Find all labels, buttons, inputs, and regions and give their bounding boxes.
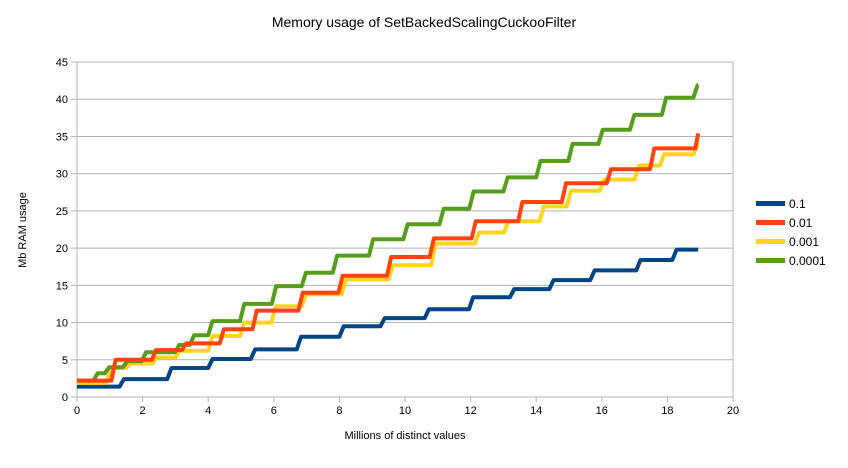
- legend-swatch-0.01: [756, 220, 785, 225]
- legend-item-0.001: 0.001: [756, 232, 826, 251]
- y-tick-label: 30: [56, 169, 68, 181]
- legend-swatch-0.0001: [756, 258, 785, 263]
- x-tick-label: 12: [464, 405, 476, 417]
- x-tick-label: 2: [140, 405, 146, 417]
- y-tick-label: 35: [56, 131, 68, 143]
- y-tick-label: 20: [56, 243, 68, 255]
- x-tick-label: 8: [336, 405, 342, 417]
- y-tick-label: 5: [62, 355, 68, 367]
- y-tick-label: 25: [56, 206, 68, 218]
- legend-label: 0.0001: [789, 253, 826, 268]
- series-line-0.1: [77, 247, 699, 389]
- y-tick-label: 40: [56, 94, 68, 106]
- series-line-0.01: [77, 133, 701, 383]
- legend-item-0.1: 0.1: [756, 194, 826, 213]
- series-line-0.0001: [77, 83, 700, 383]
- legend-item-0.01: 0.01: [756, 213, 826, 232]
- x-tick-label: 16: [596, 405, 608, 417]
- x-tick-label: 20: [727, 405, 739, 417]
- y-axis-title: Mb RAM usage: [17, 192, 29, 268]
- x-tick-label: 10: [399, 405, 411, 417]
- legend: 0.1 0.01 0.001 0.0001: [756, 194, 826, 270]
- x-tick-label: 4: [205, 405, 211, 417]
- legend-swatch-0.1: [756, 201, 785, 206]
- x-tick-label: 6: [271, 405, 277, 417]
- legend-item-0.0001: 0.0001: [756, 251, 826, 270]
- chart-title: Memory usage of SetBackedScalingCuckooFi…: [271, 14, 577, 30]
- y-tick-label: 15: [56, 280, 68, 292]
- x-tick-label: 14: [530, 405, 542, 417]
- y-tick-label: 45: [56, 57, 68, 69]
- legend-label: 0.01: [789, 215, 813, 230]
- legend-label: 0.001: [789, 234, 820, 249]
- x-axis-title: Millions of distinct values: [344, 430, 466, 442]
- legend-label: 0.1: [789, 196, 806, 211]
- x-tick-label: 18: [661, 405, 673, 417]
- legend-swatch-0.001: [756, 239, 785, 244]
- y-tick-label: 0: [62, 392, 68, 404]
- y-tick-label: 10: [56, 318, 68, 330]
- series-line-0.001: [77, 141, 700, 385]
- x-tick-label: 0: [74, 405, 80, 417]
